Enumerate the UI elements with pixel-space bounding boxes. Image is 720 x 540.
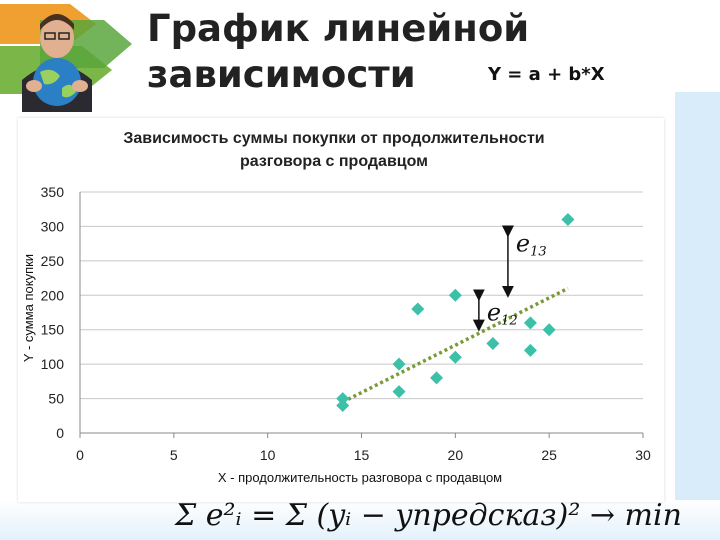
data-point <box>336 392 350 406</box>
y-tick-label: 0 <box>56 425 64 441</box>
y-tick-label: 350 <box>41 184 65 200</box>
y-tick-label: 100 <box>41 356 65 372</box>
x-tick-label: 20 <box>448 447 464 463</box>
man-face-icon <box>40 18 74 58</box>
chart-title-line-1: Зависимость суммы покупки от продолжител… <box>123 130 544 147</box>
chart-card <box>18 118 664 502</box>
data-point <box>523 316 537 330</box>
regression-equation: Y = a + b*X <box>488 64 605 85</box>
data-point <box>430 371 444 385</box>
data-point <box>411 302 425 316</box>
decor-blue-bar-right <box>675 92 720 532</box>
header-illustration <box>0 4 132 112</box>
chart-title-line-2: разговора с продавцом <box>240 153 428 170</box>
y-tick-label: 200 <box>41 287 65 303</box>
trendline <box>341 286 569 404</box>
data-point <box>336 398 350 412</box>
x-tick-label: 0 <box>76 447 84 463</box>
slide-title: График линейной зависимости <box>147 7 530 96</box>
y-tick-label: 250 <box>41 253 65 269</box>
residual-label: e12 <box>487 298 518 328</box>
data-point <box>523 343 537 357</box>
residual-label: e13 <box>516 230 547 260</box>
data-point <box>448 350 462 364</box>
data-point <box>448 288 462 302</box>
x-tick-label: 15 <box>354 447 370 463</box>
data-point <box>392 385 406 399</box>
data-point <box>486 336 500 350</box>
data-point <box>542 323 556 337</box>
y-axis-label: Y - сумма покупки <box>21 254 36 362</box>
data-point <box>392 357 406 371</box>
x-tick-label: 30 <box>635 447 651 463</box>
decor-blue-bar-bottom <box>0 500 720 540</box>
y-tick-label: 150 <box>41 322 65 338</box>
y-tick-label: 50 <box>48 391 64 407</box>
x-tick-label: 25 <box>541 447 557 463</box>
least-squares-formula: Σ e²ᵢ = Σ (yᵢ − yпредсказ)² → min <box>175 498 682 533</box>
y-tick-label: 300 <box>41 218 65 234</box>
data-point <box>561 213 575 227</box>
x-tick-label: 10 <box>260 447 276 463</box>
x-axis-label: X - продолжительность разговора с продав… <box>218 470 502 485</box>
x-tick-label: 5 <box>170 447 178 463</box>
